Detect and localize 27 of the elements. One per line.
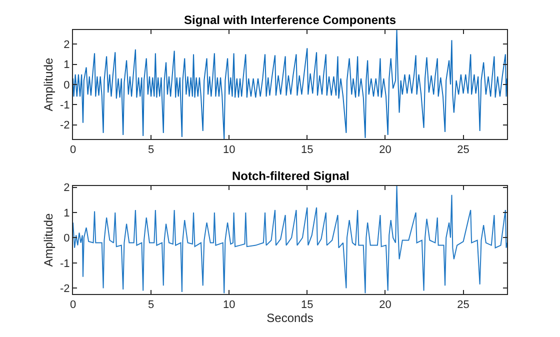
x-tick-label: 10 xyxy=(222,144,236,156)
x-tick-label: 10 xyxy=(222,299,236,312)
x-tick-label: 15 xyxy=(301,299,314,312)
y-tick-label: 2 xyxy=(64,38,70,51)
x-tick-label: 25 xyxy=(457,144,470,156)
y-tick-label: 2 xyxy=(64,182,70,194)
y-tick-label: -2 xyxy=(60,283,70,296)
y-tick-label: 0 xyxy=(64,232,70,245)
chart-title: Notch-filtered Signal xyxy=(232,169,350,183)
x-axis-title: Seconds xyxy=(266,311,314,326)
x-tick-label: 5 xyxy=(148,299,154,312)
y-tick-label: 1 xyxy=(64,59,70,72)
chart-title: Signal with Interference Components xyxy=(184,13,396,27)
x-tick-label: 25 xyxy=(457,299,470,312)
y-tick-label: -1 xyxy=(60,100,70,112)
y-tick-label: 0 xyxy=(64,79,70,92)
y-axis-title: Amplitude xyxy=(41,58,56,112)
line-series xyxy=(73,30,507,139)
y-axis-title: Amplitude xyxy=(41,213,56,267)
x-tick-label: 20 xyxy=(379,299,392,312)
y-tick-label: -1 xyxy=(60,258,70,270)
y-tick-label: 1 xyxy=(64,207,70,220)
x-tick-label: 5 xyxy=(148,144,154,156)
line-series xyxy=(73,186,507,294)
x-tick-label: 15 xyxy=(301,144,314,156)
y-tick-label: -2 xyxy=(60,120,70,132)
x-tick-label: 20 xyxy=(379,144,392,156)
